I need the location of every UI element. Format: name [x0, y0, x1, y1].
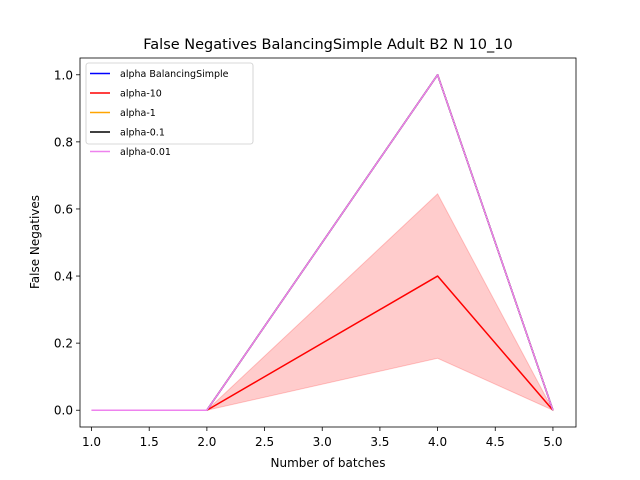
legend-label: alpha BalancingSimple [120, 69, 229, 80]
x-tick-label: 1.0 [82, 435, 101, 449]
y-tick-label: 1.0 [54, 68, 73, 82]
y-axis-label: False Negatives [28, 195, 42, 289]
legend-label: alpha-0.01 [120, 147, 171, 158]
x-tick-label: 4.0 [428, 435, 447, 449]
y-tick-label: 0.2 [54, 337, 73, 351]
legend-label: alpha-10 [120, 89, 162, 100]
x-tick-label: 2.0 [197, 435, 216, 449]
legend: alpha BalancingSimple alpha-10 alpha-1 alph… [85, 62, 254, 158]
chart-title: False Negatives BalancingSimple Adult B2… [143, 37, 512, 53]
x-tick-label: 5.0 [543, 435, 562, 449]
x-axis-label: Number of batches [271, 456, 386, 470]
series-line-alpha-0-01 [91, 74, 554, 411]
x-tick-label: 3.0 [313, 435, 332, 449]
plot-frame [79, 57, 577, 428]
legend-box [85, 62, 254, 145]
y-tick-label: 0.0 [54, 404, 73, 418]
legend-label: alpha-1 [120, 108, 156, 119]
legend-label: alpha-0.1 [120, 128, 165, 139]
y-tick-label: 0.8 [54, 135, 73, 149]
y-tick-label: 0.6 [54, 202, 73, 216]
x-tick-label: 4.5 [486, 435, 505, 449]
x-tick-label: 1.5 [140, 435, 159, 449]
y-tick-label: 0.4 [54, 270, 73, 284]
x-tick-label: 2.5 [255, 435, 274, 449]
x-tick-label: 3.5 [370, 435, 389, 449]
confidence-band-alpha-10 [91, 193, 555, 412]
